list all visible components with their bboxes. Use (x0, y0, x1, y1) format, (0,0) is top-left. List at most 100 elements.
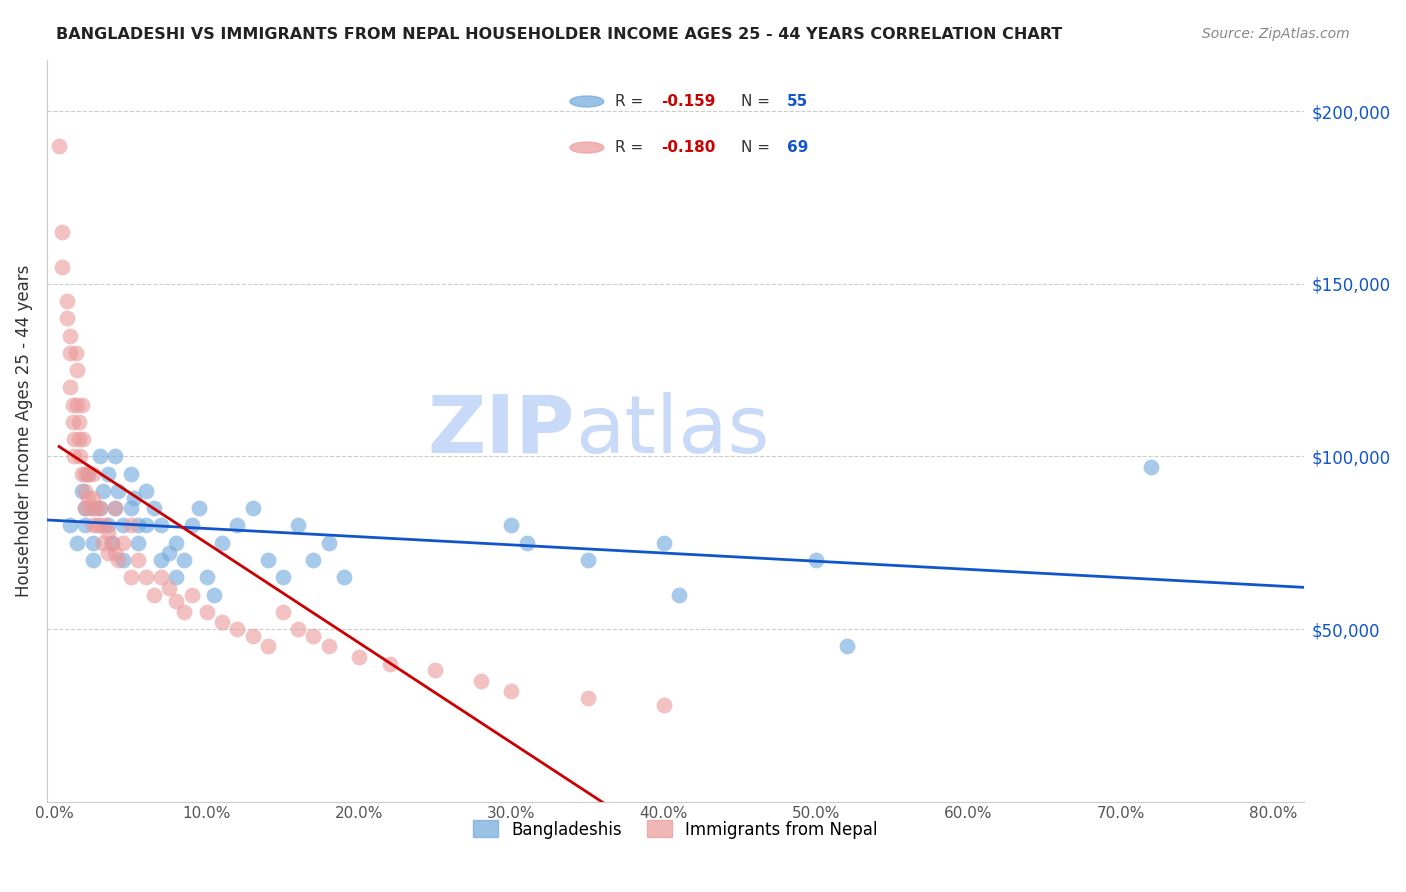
Point (226, 518, 249, 533)
Point (127, 535, 149, 549)
Point (195, 570, 218, 584)
Point (142, 587, 165, 601)
Point (333, 570, 356, 584)
Point (79, 501, 101, 516)
Point (127, 553, 149, 567)
Point (652, 698, 675, 712)
Point (104, 501, 127, 516)
Point (287, 622, 309, 636)
Point (66, 535, 89, 549)
Point (77, 467, 100, 481)
Point (48, 139, 70, 153)
Point (347, 649, 370, 664)
Point (1140, 459, 1163, 474)
Point (120, 570, 142, 584)
Point (59, 380, 82, 394)
Point (157, 581, 180, 595)
Point (70, 398, 93, 412)
Text: atlas: atlas (575, 392, 769, 469)
Point (77, 467, 100, 481)
Point (112, 553, 135, 567)
Point (576, 553, 599, 567)
Point (63, 432, 86, 446)
Point (318, 640, 340, 654)
Point (77, 491, 100, 505)
Point (97, 518, 120, 533)
Point (302, 553, 325, 567)
Point (226, 622, 249, 636)
Point (65, 346, 87, 360)
Point (378, 657, 401, 671)
Legend: Bangladeshis, Immigrants from Nepal: Bangladeshis, Immigrants from Nepal (467, 814, 884, 846)
Point (70, 483, 93, 498)
Point (104, 501, 127, 516)
Point (107, 483, 129, 498)
Point (120, 501, 142, 516)
Point (73, 483, 96, 498)
Point (82, 553, 104, 567)
Point (84, 501, 107, 516)
Point (86, 518, 108, 533)
Point (89, 501, 111, 516)
Point (82, 535, 104, 549)
Point (135, 570, 157, 584)
Point (67, 432, 90, 446)
Point (70, 467, 93, 481)
Point (72, 432, 94, 446)
Point (668, 587, 690, 601)
Point (302, 629, 325, 643)
Point (104, 546, 127, 560)
Point (204, 587, 226, 601)
Point (51, 225, 73, 239)
Point (501, 518, 523, 533)
Point (516, 535, 538, 549)
Text: Source: ZipAtlas.com: Source: ZipAtlas.com (1202, 27, 1350, 41)
Point (69, 450, 91, 464)
Point (51, 260, 73, 274)
Point (180, 587, 202, 601)
Point (157, 546, 180, 560)
Point (287, 518, 309, 533)
Point (107, 553, 129, 567)
Point (318, 535, 340, 549)
Point (256, 640, 278, 654)
Point (66, 398, 89, 412)
Point (89, 450, 111, 464)
Point (135, 483, 157, 498)
Point (150, 553, 173, 567)
Text: BANGLADESHI VS IMMIGRANTS FROM NEPAL HOUSEHOLDER INCOME AGES 25 - 44 YEARS CORRE: BANGLADESHI VS IMMIGRANTS FROM NEPAL HOU… (56, 27, 1063, 42)
Point (82, 467, 104, 481)
Point (62, 398, 84, 412)
Point (271, 605, 294, 619)
Point (67, 415, 90, 429)
Point (501, 684, 523, 698)
Point (195, 605, 218, 619)
Point (188, 501, 211, 516)
Point (112, 518, 135, 533)
Point (150, 570, 173, 584)
Point (142, 501, 165, 516)
Point (66, 363, 89, 377)
Point (59, 518, 82, 533)
Point (94, 518, 117, 533)
Point (91, 483, 114, 498)
Point (576, 691, 599, 706)
Point (104, 450, 127, 464)
Point (135, 518, 157, 533)
Point (211, 535, 233, 549)
Point (82, 518, 104, 533)
Point (89, 501, 111, 516)
Point (63, 450, 86, 464)
Point (73, 501, 96, 516)
Point (112, 535, 135, 549)
Point (165, 594, 187, 608)
Point (180, 518, 202, 533)
Point (242, 501, 264, 516)
Point (73, 518, 96, 533)
Point (73, 501, 96, 516)
Point (122, 491, 145, 505)
Point (97, 525, 120, 540)
Point (62, 415, 84, 429)
Point (59, 328, 82, 343)
Point (804, 553, 827, 567)
